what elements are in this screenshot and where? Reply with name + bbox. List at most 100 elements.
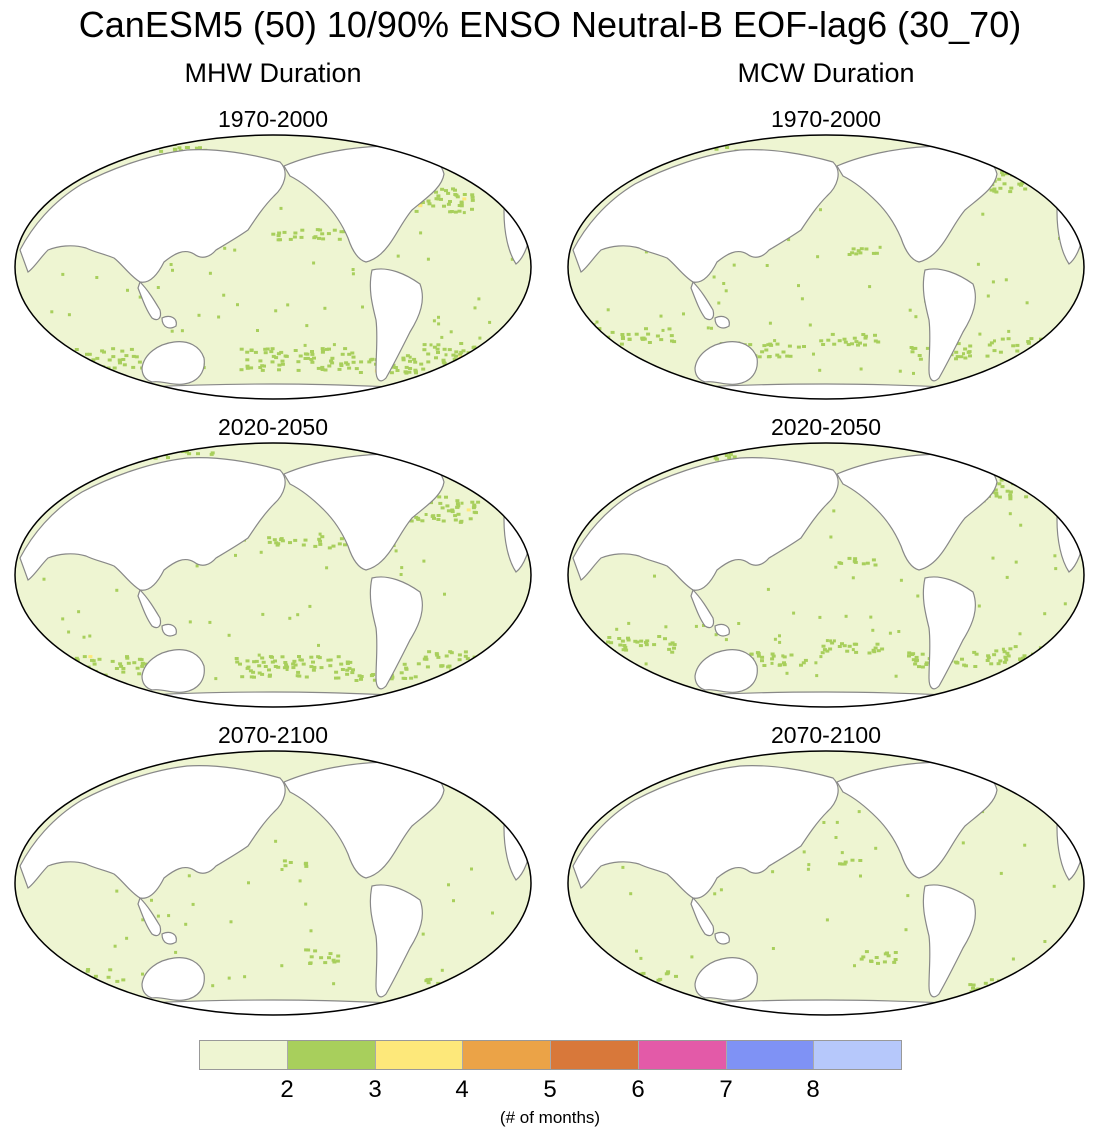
duration-cell — [396, 254, 400, 258]
duration-cell — [989, 341, 994, 345]
duration-cell — [655, 334, 660, 338]
duration-cell — [605, 341, 610, 345]
duration-cell — [685, 142, 690, 146]
duration-cell — [1001, 647, 1005, 651]
duration-cell — [980, 990, 985, 994]
duration-cell — [429, 977, 433, 981]
duration-cell — [426, 360, 431, 364]
duration-cell — [633, 639, 638, 643]
duration-cell — [771, 870, 775, 874]
duration-cell — [258, 359, 263, 363]
duration-cell — [320, 368, 325, 371]
duration-cell — [309, 955, 314, 959]
duration-cell — [405, 354, 410, 358]
duration-cell — [260, 364, 265, 368]
duration-cell — [438, 989, 443, 993]
duration-cell — [618, 149, 623, 153]
duration-cell — [832, 509, 836, 513]
duration-cell — [50, 955, 54, 959]
duration-cell — [914, 315, 918, 319]
duration-cell — [320, 365, 325, 369]
duration-cell — [1023, 475, 1028, 479]
duration-cell — [61, 357, 66, 361]
duration-cell — [592, 643, 596, 647]
duration-cell — [1042, 352, 1047, 356]
duration-cell — [1032, 352, 1037, 356]
duration-cell — [393, 366, 398, 369]
duration-cell — [418, 204, 423, 208]
land-mass — [694, 341, 758, 386]
duration-cell — [434, 197, 439, 201]
duration-cell — [416, 662, 421, 666]
duration-cell — [631, 977, 635, 981]
duration-cell — [808, 323, 812, 327]
duration-cell — [1002, 660, 1007, 664]
duration-cell — [436, 518, 441, 521]
duration-cell — [414, 515, 419, 519]
duration-cell — [282, 666, 287, 670]
duration-cell — [603, 338, 608, 341]
duration-cell — [240, 675, 245, 679]
duration-cell — [421, 932, 425, 936]
duration-cell — [436, 655, 441, 659]
duration-cell — [962, 352, 965, 356]
colorbar-units: (# of months) — [499, 1108, 601, 1127]
duration-cell — [509, 150, 514, 154]
duration-cell — [1023, 473, 1028, 477]
map-content — [15, 751, 531, 1015]
duration-cell — [852, 559, 857, 563]
duration-cell — [125, 655, 129, 659]
duration-cell — [404, 371, 409, 375]
duration-cell — [478, 149, 483, 153]
duration-cell — [1045, 655, 1050, 659]
duration-cell — [655, 456, 659, 460]
duration-cell — [993, 488, 998, 492]
duration-cell — [868, 285, 872, 289]
duration-cell — [1008, 190, 1013, 194]
duration-cell — [648, 453, 653, 457]
duration-cell — [441, 519, 446, 523]
duration-cell — [998, 186, 1003, 190]
duration-cell — [459, 981, 464, 985]
duration-cell — [141, 918, 145, 922]
duration-cell — [623, 645, 628, 649]
duration-cell — [460, 501, 464, 505]
duration-cell — [766, 343, 771, 347]
duration-cell — [859, 367, 863, 371]
duration-cell — [91, 659, 96, 663]
duration-cell — [451, 353, 456, 357]
duration-cell — [897, 630, 901, 633]
duration-cell — [334, 670, 339, 674]
duration-cell — [597, 327, 602, 331]
duration-cell — [647, 341, 652, 344]
duration-cell — [137, 672, 142, 676]
duration-cell — [128, 144, 133, 147]
duration-cell — [319, 956, 324, 960]
duration-cell — [125, 143, 130, 147]
duration-cell — [1000, 337, 1005, 341]
land-mass — [141, 341, 205, 386]
duration-cell — [626, 638, 631, 642]
duration-cell — [1049, 657, 1054, 661]
duration-cell — [141, 972, 144, 976]
duration-cell — [170, 329, 174, 333]
duration-cell — [749, 652, 754, 656]
duration-cell — [859, 957, 864, 961]
duration-cell — [104, 149, 109, 153]
duration-cell — [792, 611, 796, 615]
duration-cell — [627, 338, 632, 341]
duration-cell — [115, 889, 119, 893]
duration-cell — [337, 237, 342, 241]
duration-cell — [436, 981, 441, 985]
duration-cell — [880, 647, 885, 651]
duration-cell — [446, 509, 451, 513]
duration-cell — [630, 976, 635, 980]
duration-cell — [710, 326, 713, 330]
duration-cell — [480, 663, 485, 667]
map-panel-mcw-2020-2050 — [567, 442, 1085, 708]
duration-cell — [845, 649, 850, 653]
duration-cell — [43, 652, 47, 656]
duration-cell — [706, 326, 710, 330]
duration-cell — [732, 455, 737, 459]
column-title-mhw: MHW Duration — [184, 58, 362, 88]
